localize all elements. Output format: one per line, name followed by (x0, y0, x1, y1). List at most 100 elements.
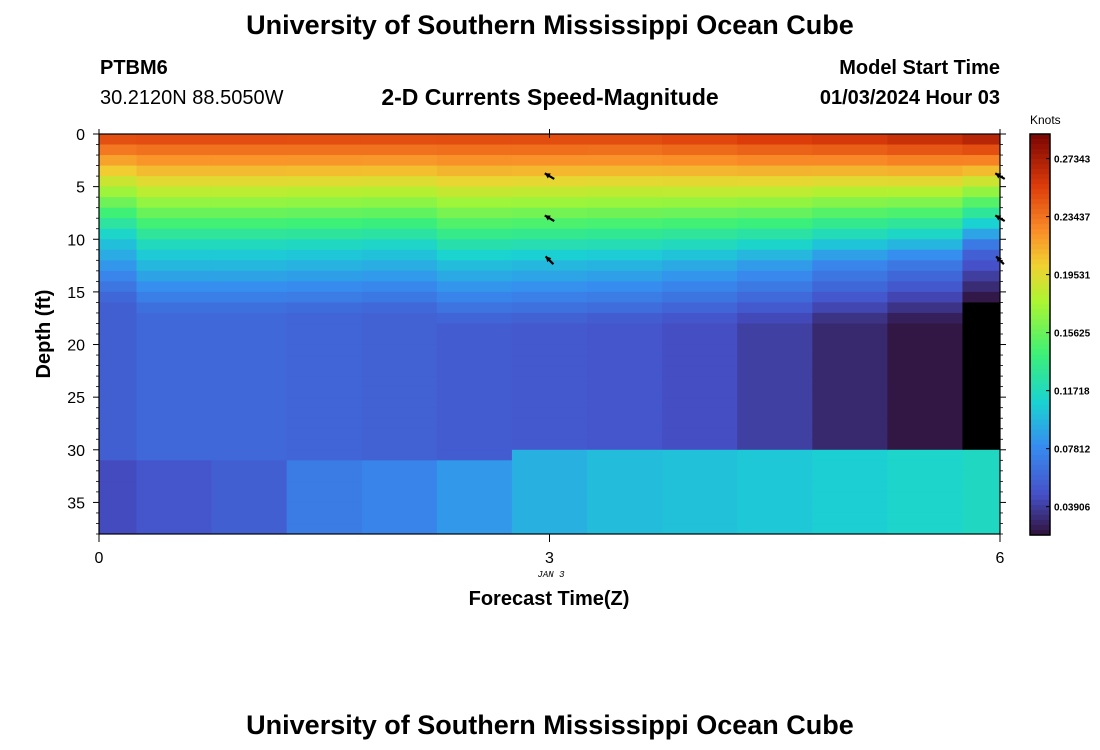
heatmap-cell (887, 144, 964, 156)
colorbar-segment (1030, 294, 1050, 301)
heatmap-cell (211, 365, 288, 377)
heatmap-cell (136, 134, 213, 146)
heatmap-cell (662, 344, 738, 356)
heatmap-cell (211, 228, 288, 240)
model-start-value: 01/03/2024 Hour 03 (819, 87, 1000, 109)
heatmap-cell (812, 491, 888, 504)
heatmap-cell (99, 134, 138, 146)
heatmap-cell (812, 481, 888, 493)
colorbar-segment (1030, 399, 1050, 406)
heatmap-cell (99, 376, 138, 388)
heatmap-cell (737, 291, 813, 304)
heatmap-cell (587, 323, 663, 335)
heatmap-cell (511, 291, 588, 304)
heatmap-cell (286, 207, 363, 219)
heatmap-cell (812, 407, 888, 419)
heatmap-cell (136, 449, 213, 461)
heatmap-cell (587, 260, 663, 272)
heatmap-cell (812, 334, 888, 346)
heatmap-cell (662, 323, 738, 335)
colorbar-segment (1030, 169, 1050, 175)
colorbar-segment (1030, 414, 1050, 421)
heatmap-cell (361, 481, 438, 493)
heatmap-cell (436, 460, 513, 472)
heatmap-cell (662, 418, 738, 430)
heatmap-cell (361, 155, 438, 167)
current-vector-head (545, 256, 552, 263)
heatmap-cell (737, 407, 813, 419)
x-tick-label: 0 (95, 550, 104, 567)
colorbar (1029, 133, 1051, 536)
colorbar-tick-label: 0.23437 (1054, 213, 1091, 224)
heatmap-cell (211, 302, 288, 314)
heatmap-cell (962, 176, 1000, 188)
heatmap-cell (662, 260, 738, 272)
colorbar-segment (1030, 444, 1050, 451)
heatmap-cell (587, 397, 663, 409)
y-tick-label: 35 (67, 495, 85, 512)
heatmap-cell (587, 302, 663, 314)
heatmap-cell (361, 186, 438, 198)
colorbar-segment (1030, 234, 1050, 240)
heatmap-cell (99, 197, 138, 209)
heatmap-cell (962, 312, 1000, 325)
heatmap-cell (211, 460, 288, 472)
y-tick-label: 0 (76, 127, 85, 144)
heatmap-cell (662, 481, 738, 493)
heatmap-cell (99, 186, 138, 198)
heatmap-cell (662, 134, 738, 146)
colorbar-segment (1030, 194, 1050, 200)
heatmap-cell (99, 207, 138, 219)
heatmap-cell (511, 386, 588, 398)
heatmap-cell (211, 249, 288, 261)
heatmap-cell (737, 165, 813, 177)
colorbar-segment (1030, 504, 1050, 511)
heatmap-cell (887, 176, 964, 188)
heatmap-cell (812, 155, 888, 167)
heatmap-cell (587, 512, 663, 525)
heatmap-cell (286, 176, 363, 188)
heatmap-cell (361, 512, 438, 525)
heatmap-cell (662, 249, 738, 261)
heatmap-cell (99, 365, 138, 377)
heatmap-cell (511, 228, 588, 240)
heatmap-cell (662, 186, 738, 198)
heatmap-cell (286, 418, 363, 430)
heatmap-cell (211, 449, 288, 461)
main-title: University of Southern Mississippi Ocean… (246, 10, 854, 40)
heatmap-cell (887, 239, 964, 251)
heatmap-cell (136, 144, 213, 156)
heatmap-cell (962, 418, 1000, 430)
heatmap-cell (361, 197, 438, 209)
heatmap-cell (812, 365, 888, 377)
heatmap-cell (99, 291, 138, 304)
heatmap-cell (99, 218, 138, 230)
heatmap-cell (887, 376, 964, 388)
heatmap-cell (962, 249, 1000, 261)
colorbar-segment (1030, 424, 1050, 431)
heatmap-cell (812, 344, 888, 356)
heatmap-cell (962, 186, 1000, 198)
heatmap-cell (136, 502, 213, 514)
heatmap-cell (662, 176, 738, 188)
heatmap-cell (136, 491, 213, 504)
heatmap-cell (962, 491, 1000, 504)
heatmap-cell (136, 386, 213, 398)
heatmap-cell (286, 134, 363, 146)
heatmap-cell (812, 249, 888, 261)
colorbar-segment (1030, 289, 1050, 295)
heatmap-cell (211, 428, 288, 440)
heatmap-cell (662, 312, 738, 325)
heatmap-cell (211, 470, 288, 482)
x-axis-label: Forecast Time(Z) (469, 588, 630, 610)
colorbar-segment (1030, 219, 1050, 225)
heatmap-cell (587, 365, 663, 377)
heatmap-cell (136, 344, 213, 356)
heatmap-cell (436, 428, 513, 440)
heatmap-cell (211, 186, 288, 198)
heatmap-cell (511, 134, 588, 146)
heatmap-cell (286, 249, 363, 261)
heatmap-cell (99, 165, 138, 177)
heatmap-cell (361, 144, 438, 156)
colorbar-segment (1030, 314, 1050, 321)
